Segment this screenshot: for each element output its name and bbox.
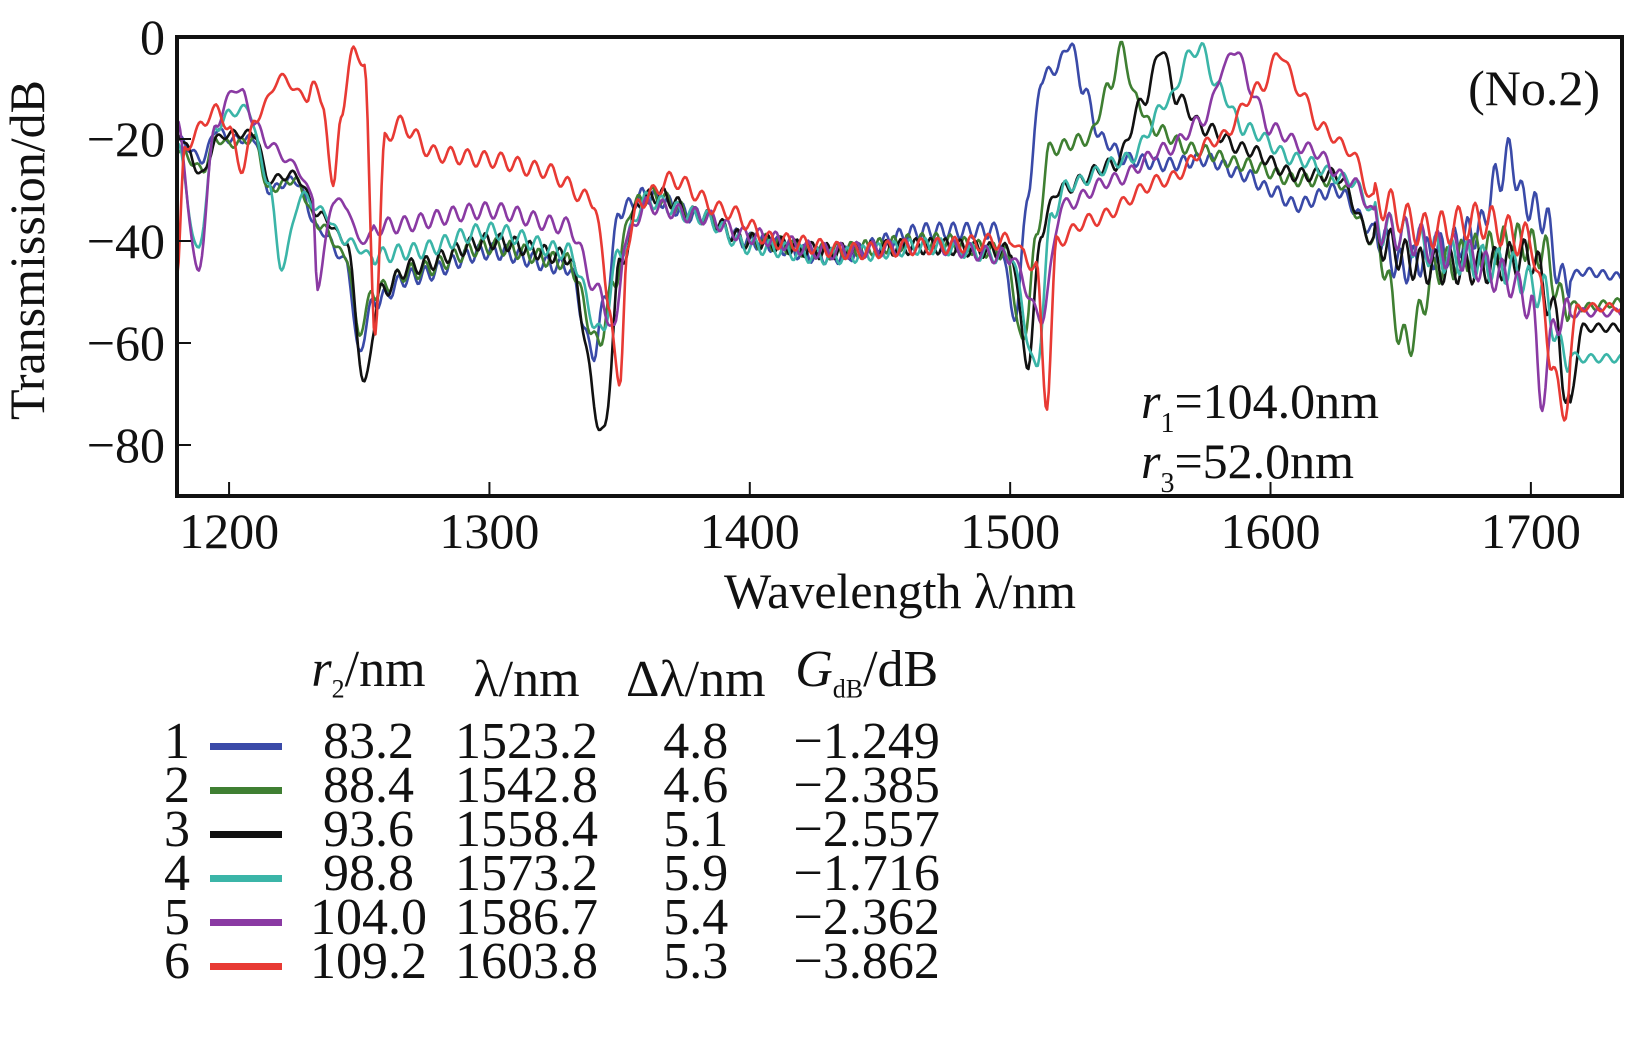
legend-delta-lambda: 4.8 (663, 713, 729, 770)
legend-lambda: 1523.2 (455, 713, 598, 770)
legend-swatch-5 (210, 918, 282, 926)
legend-lambda: 1542.8 (455, 757, 598, 814)
series-layer (177, 40, 1622, 432)
legend-gain: −2.362 (793, 889, 940, 946)
y-tick-label: −40 (87, 213, 165, 269)
legend-index: 4 (164, 845, 190, 902)
legend-r2: 104.0 (310, 889, 427, 946)
legend-row: 6 109.2 1603.8 5.3 −3.862 (150, 933, 954, 990)
legend-row: 2 88.4 1542.8 4.6 −2.385 (150, 757, 954, 814)
x-tick-label: 1400 (700, 503, 800, 559)
legend-swatch-1 (210, 742, 282, 750)
legend-swatch-cell (196, 852, 296, 896)
legend-table: r2/nm λ/nm Δλ/nm GdB/dB 1 83.2 1523.2 4.8 −1… (150, 640, 954, 990)
annotation-r1: r1=104.0nm (1141, 373, 1379, 439)
annotation-r1-value: =104.0nm (1174, 373, 1379, 429)
y-tick-label: −20 (87, 111, 165, 167)
legend-gain: −1.249 (793, 713, 940, 770)
series-line-5 (177, 51, 1622, 413)
legend-swatch-cell (196, 764, 296, 808)
legend-row: 3 93.6 1558.4 5.1 −2.557 (150, 801, 954, 858)
legend-swatch-4 (210, 874, 282, 882)
series-line-2 (177, 40, 1622, 358)
legend-swatch-cell (196, 720, 296, 764)
x-tick-label: 1700 (1481, 503, 1581, 559)
legend-header-r2: r2/nm (311, 641, 426, 704)
legend-gain: −3.862 (793, 933, 940, 990)
legend-r2: 109.2 (310, 933, 427, 990)
legend-r2: 83.2 (323, 713, 414, 770)
legend-swatch-cell (196, 896, 296, 940)
legend-row: 5 104.0 1586.7 5.4 −2.362 (150, 889, 954, 946)
legend-index: 3 (164, 801, 190, 858)
x-axis-title: Wavelength λ/nm (724, 563, 1076, 619)
series-line-3 (177, 51, 1622, 432)
legend-lambda: 1586.7 (455, 889, 598, 946)
legend-delta-lambda: 5.3 (663, 933, 729, 990)
legend-lambda: 1573.2 (455, 845, 598, 902)
legend-index: 2 (164, 757, 190, 814)
annotation-r3-sub: 3 (1160, 468, 1174, 499)
legend-index: 6 (164, 933, 190, 990)
legend-lambda: 1558.4 (455, 801, 598, 858)
legend-gain: −1.716 (793, 845, 940, 902)
annotation-r1-sub: 1 (1160, 408, 1174, 439)
legend-swatch-cell (196, 808, 296, 852)
legend-gain: −2.557 (793, 801, 940, 858)
y-tick-label: 0 (140, 9, 165, 65)
x-tick-label: 1300 (439, 503, 539, 559)
plot-frame (175, 35, 1624, 498)
legend-delta-lambda: 5.1 (663, 801, 729, 858)
legend-lambda: 1603.8 (455, 933, 598, 990)
legend-delta-lambda: 4.6 (663, 757, 729, 814)
y-tick-label: −80 (87, 417, 165, 473)
legend-swatch-6 (210, 962, 282, 970)
annotation-r3-value: =52.0nm (1174, 433, 1354, 489)
legend-header-lambda: λ/nm (473, 651, 580, 708)
x-tick-label: 1500 (960, 503, 1060, 559)
legend-body: 1 83.2 1523.2 4.8 −1.249 2 88.4 1542.8 4.6 −2.385… (150, 713, 954, 990)
series-line-1 (177, 42, 1622, 363)
legend-swatch-2 (210, 786, 282, 794)
legend-delta-lambda: 5.9 (663, 845, 729, 902)
y-axis-title: Transmission/dB (0, 80, 55, 420)
legend-swatch-cell (196, 940, 296, 984)
annotation-r1-var: r (1141, 373, 1161, 429)
legend-swatch-3 (210, 830, 282, 838)
legend-gain: −2.385 (793, 757, 940, 814)
legend-row: 1 83.2 1523.2 4.8 −1.249 (150, 713, 954, 770)
legend-row: 4 98.8 1573.2 5.9 −1.716 (150, 845, 954, 902)
legend-r2: 93.6 (323, 801, 414, 858)
x-tick-label: 1200 (179, 503, 279, 559)
series-line-6 (177, 45, 1622, 422)
legend-header-gain: GdB/dB (795, 641, 939, 704)
legend-index: 5 (164, 889, 190, 946)
x-tick-label: 1600 (1221, 503, 1321, 559)
y-tick-label: −60 (87, 315, 165, 371)
legend-index: 1 (164, 713, 190, 770)
legend-delta-lambda: 5.4 (663, 889, 729, 946)
annotation-r3-var: r (1141, 433, 1161, 489)
legend-header-row: r2/nm λ/nm Δλ/nm GdB/dB (150, 640, 954, 720)
legend-r2: 88.4 (323, 757, 414, 814)
ticks-layer: 1200 1300 1400 1500 1600 1700 0 −20 −40 −60 −80 (87, 9, 1581, 559)
legend-header-delta-lambda: Δλ/nm (626, 651, 766, 708)
transmission-chart: 1200 1300 1400 1500 1600 1700 0 −20 −40 −60 −80 (N… (0, 9, 1624, 619)
panel-label: (No.2) (1468, 60, 1600, 116)
annotation-r3: r3=52.0nm (1141, 433, 1354, 499)
legend-r2: 98.8 (323, 845, 414, 902)
